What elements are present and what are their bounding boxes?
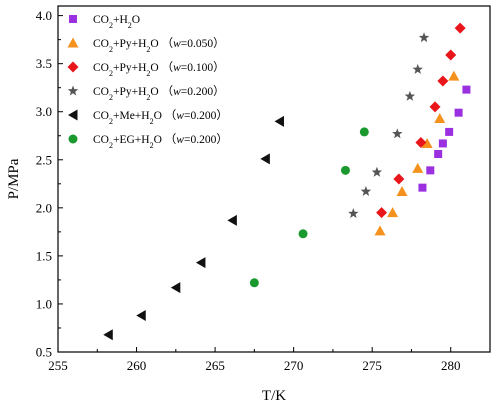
legend-item: CO2+Py+H2O （w=0.050） [67, 37, 225, 54]
y-tick-label: 3.0 [36, 104, 52, 119]
data-point [376, 207, 388, 219]
data-point [227, 214, 237, 226]
legend-item: CO2+EG+H2O （w=0.200） [68, 133, 228, 150]
series-3 [348, 32, 430, 219]
data-point [418, 183, 427, 192]
data-point [136, 309, 146, 321]
y-tick-label: 0.5 [36, 345, 52, 360]
data-point [418, 32, 430, 43]
data-point [404, 90, 416, 101]
data-point [448, 70, 460, 81]
legend-item: CO2+Py+H2O （w=0.200） [67, 85, 225, 102]
data-point [392, 128, 403, 139]
series-1 [374, 70, 460, 236]
y-tick-label: 2.5 [36, 152, 52, 167]
data-point [426, 166, 435, 175]
data-point [421, 137, 433, 148]
data-point [348, 208, 359, 219]
legend-label: CO2+Py+H2O （w=0.200） [93, 85, 225, 102]
legend-label: CO2+Py+H2O （w=0.050） [93, 37, 225, 54]
legend-label: CO2+EG+H2O （w=0.200） [93, 133, 228, 150]
legend-marker [69, 15, 77, 23]
data-point [374, 225, 386, 236]
data-point [454, 22, 466, 34]
legend-marker [68, 109, 78, 121]
data-point [298, 229, 308, 239]
legend-label: CO2+Me+H2O （w=0.200） [93, 109, 228, 126]
legend-marker [67, 37, 79, 48]
legend-marker [67, 61, 79, 73]
data-point [429, 101, 441, 113]
data-point [462, 85, 471, 94]
data-points [103, 22, 471, 341]
x-tick-label: 255 [48, 358, 68, 373]
data-point [412, 162, 424, 173]
y-axis: 0.5 1.0 1.5 2.0 2.5 3.0 3.5 4.0 [36, 8, 63, 360]
series-0 [418, 85, 471, 192]
y-tick-label: 2.0 [36, 200, 52, 215]
data-point [249, 278, 259, 288]
series-2 [376, 22, 466, 219]
legend-item: CO2+H2O [69, 14, 140, 30]
y-tick-label: 1.5 [36, 248, 52, 263]
legend-marker [67, 85, 79, 96]
data-point [437, 75, 449, 87]
plot-area [57, 5, 491, 353]
series-5 [249, 127, 369, 288]
data-point [274, 115, 284, 127]
x-tick-label: 270 [284, 358, 304, 373]
legend: CO2+H2O CO2+Py+H2O （w=0.050） CO2+Py+H2O （w… [67, 14, 228, 150]
y-axis-title: P/MPa [6, 158, 22, 199]
legend-label: CO2+H2O [93, 14, 140, 30]
data-point [415, 136, 427, 148]
data-point [445, 127, 454, 136]
data-point [434, 150, 443, 159]
data-point [438, 139, 447, 148]
y-tick-label: 3.5 [36, 56, 52, 71]
legend-label: CO2+Py+H2O （w=0.100） [93, 61, 225, 78]
y-tick-label: 1.0 [36, 296, 52, 311]
y-tick-label: 4.0 [36, 8, 52, 23]
x-tick-label: 280 [441, 358, 461, 373]
data-point [412, 63, 423, 74]
data-point [260, 153, 270, 165]
data-point [396, 185, 408, 196]
x-tick-label: 275 [362, 358, 382, 373]
data-point [393, 173, 405, 185]
data-point [371, 166, 383, 177]
data-point [434, 112, 446, 123]
x-tick-label: 265 [205, 358, 225, 373]
legend-marker [68, 134, 78, 144]
x-axis-title: T/K [262, 388, 286, 404]
data-point [387, 207, 399, 218]
data-point [359, 127, 369, 137]
series-4 [103, 115, 284, 341]
data-point [445, 49, 457, 61]
x-axis: 255 260 265 270 275 280 [48, 347, 460, 373]
data-point [103, 329, 113, 341]
data-point [360, 185, 372, 196]
data-point [340, 165, 350, 175]
legend-item: CO2+Py+H2O （w=0.100） [67, 61, 225, 78]
data-point [170, 282, 181, 294]
x-tick-label: 260 [127, 358, 147, 373]
legend-item: CO2+Me+H2O （w=0.200） [68, 109, 228, 126]
data-point [454, 108, 463, 117]
data-point [195, 257, 206, 269]
